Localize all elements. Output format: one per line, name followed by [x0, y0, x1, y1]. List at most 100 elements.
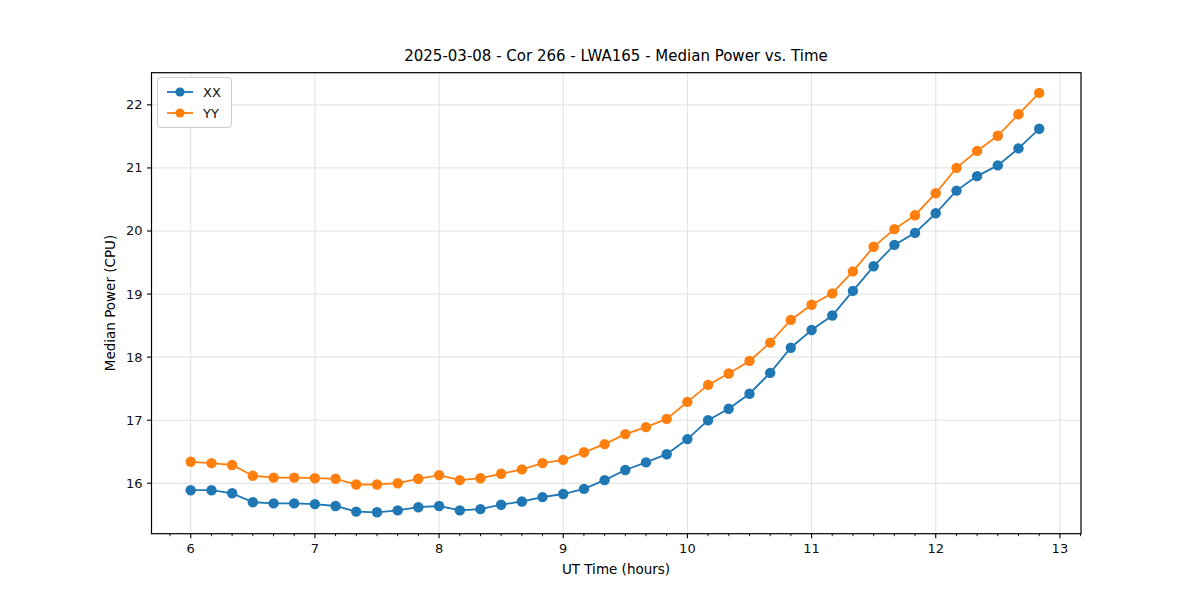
data-point-xx	[662, 449, 672, 459]
data-point-xx	[330, 501, 340, 511]
data-point-yy	[268, 472, 278, 482]
data-point-yy	[806, 300, 816, 310]
data-point-yy	[682, 397, 692, 407]
data-point-yy	[537, 458, 547, 468]
legend-item-xx: XX	[165, 83, 221, 101]
data-point-xx	[351, 506, 361, 516]
data-point-xx	[765, 368, 775, 378]
x-axis-label: UT Time (hours)	[151, 561, 1081, 577]
data-point-yy	[372, 479, 382, 489]
data-point-xx	[786, 343, 796, 353]
legend-label: XX	[203, 85, 221, 100]
data-point-yy	[910, 210, 920, 220]
x-tick-label: 10	[679, 541, 696, 556]
x-tick-label: 12	[927, 541, 944, 556]
data-point-xx	[599, 475, 609, 485]
data-point-yy	[951, 163, 961, 173]
legend-line-marker-icon	[165, 107, 195, 119]
x-tick-label: 8	[435, 541, 443, 556]
chart-title: 2025-03-08 - Cor 266 - LWA165 - Median P…	[151, 47, 1081, 65]
data-point-yy	[724, 368, 734, 378]
y-axis-label: Median Power (CPU)	[102, 235, 118, 371]
y-tick-label: 18	[126, 350, 143, 365]
data-point-yy	[703, 380, 713, 390]
legend-line-marker-icon	[165, 86, 195, 98]
data-point-yy	[351, 479, 361, 489]
data-point-xx	[537, 492, 547, 502]
y-tick-label: 22	[126, 97, 143, 112]
data-point-yy	[227, 460, 237, 470]
y-tick-label: 19	[126, 287, 143, 302]
y-tick-label: 20	[126, 223, 143, 238]
data-point-xx	[517, 496, 527, 506]
data-point-yy	[1013, 109, 1023, 119]
x-tick-label: 7	[311, 541, 319, 556]
data-point-yy	[455, 475, 465, 485]
data-point-yy	[868, 242, 878, 252]
data-point-xx	[848, 286, 858, 296]
data-point-xx	[931, 208, 941, 218]
data-point-xx	[372, 507, 382, 517]
data-point-yy	[413, 474, 423, 484]
data-point-yy	[393, 478, 403, 488]
axes-border	[152, 73, 1082, 534]
data-point-xx	[186, 485, 196, 495]
data-point-xx	[1013, 143, 1023, 153]
data-point-yy	[827, 288, 837, 298]
x-tick-label: 13	[1052, 541, 1069, 556]
data-point-xx	[496, 500, 506, 510]
x-tick-label: 6	[187, 541, 195, 556]
x-tick-label: 11	[803, 541, 820, 556]
data-point-xx	[889, 240, 899, 250]
data-point-yy	[744, 356, 754, 366]
data-point-yy	[579, 447, 589, 457]
data-point-yy	[248, 471, 258, 481]
legend: XX YY	[157, 77, 232, 128]
data-point-xx	[579, 484, 589, 494]
data-point-yy	[931, 188, 941, 198]
data-point-xx	[558, 489, 568, 499]
legend-label: YY	[203, 106, 219, 121]
y-tick-label: 17	[126, 413, 143, 428]
data-point-yy	[310, 473, 320, 483]
data-point-xx	[827, 310, 837, 320]
data-point-yy	[434, 470, 444, 480]
data-point-yy	[186, 457, 196, 467]
figure: 6 7 8 9 10 11 12 13 16 17 18 19 20 21 22 2025-03-08 - …	[0, 0, 1200, 600]
data-point-xx	[310, 499, 320, 509]
data-point-yy	[641, 422, 651, 432]
data-point-yy	[620, 429, 630, 439]
data-point-yy	[765, 337, 775, 347]
data-point-xx	[434, 501, 444, 511]
data-point-xx	[703, 415, 713, 425]
data-point-xx	[910, 228, 920, 238]
data-point-yy	[848, 266, 858, 276]
data-point-yy	[558, 455, 568, 465]
data-point-xx	[806, 325, 816, 335]
data-point-yy	[993, 131, 1003, 141]
data-point-xx	[951, 185, 961, 195]
data-point-yy	[330, 474, 340, 484]
data-point-yy	[289, 472, 299, 482]
data-point-xx	[620, 465, 630, 475]
data-point-xx	[972, 171, 982, 181]
data-point-xx	[248, 497, 258, 507]
data-point-xx	[206, 485, 216, 495]
data-point-yy	[786, 315, 796, 325]
x-tick-label: 9	[559, 541, 567, 556]
data-point-xx	[682, 434, 692, 444]
series-line-yy	[191, 93, 1039, 485]
data-point-xx	[641, 457, 651, 467]
legend-item-yy: YY	[165, 104, 221, 122]
data-point-xx	[724, 404, 734, 414]
data-point-yy	[889, 224, 899, 234]
data-point-yy	[206, 458, 216, 468]
data-point-xx	[868, 261, 878, 271]
data-point-yy	[972, 146, 982, 156]
series-line-xx	[191, 129, 1039, 513]
y-tick-label: 16	[126, 476, 143, 491]
data-point-xx	[393, 505, 403, 515]
y-tick-label: 21	[126, 160, 143, 175]
data-point-xx	[744, 389, 754, 399]
data-point-yy	[517, 464, 527, 474]
